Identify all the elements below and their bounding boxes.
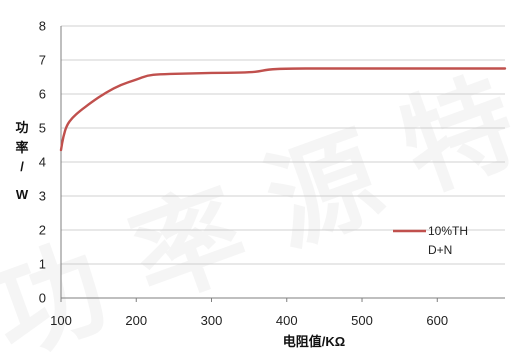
y-tick-label: 7 [39, 53, 46, 68]
y-axis-title-char: W [16, 187, 29, 202]
legend: 10%TH D+N [393, 224, 468, 257]
watermark-char: 源 [251, 114, 396, 267]
x-tick-label: 600 [426, 313, 448, 328]
y-tick-label: 2 [39, 223, 46, 238]
x-tick-label: 300 [201, 313, 223, 328]
y-axis-title-char: 率 [15, 140, 28, 155]
y-tick-label: 0 [39, 291, 46, 306]
y-tick-label: 8 [39, 19, 46, 34]
x-axis-title: 电阻值/KΩ [283, 334, 345, 349]
y-tick-label: 3 [39, 189, 46, 204]
y-tick-label: 1 [39, 257, 46, 272]
y-tick-labels: 0 1 2 3 4 5 6 7 8 [39, 19, 46, 306]
watermark-char: 特 [386, 59, 527, 212]
y-axis-title-char: 功 [15, 120, 28, 135]
x-tick-label: 200 [125, 313, 147, 328]
y-axis-title-char: / [20, 159, 24, 174]
series-line [59, 67, 507, 152]
series-layer [59, 67, 507, 152]
watermark-char: 率 [116, 169, 261, 322]
x-tick-label: 100 [50, 313, 72, 328]
y-tick-label: 5 [39, 121, 46, 136]
y-tick-label: 4 [39, 155, 46, 170]
legend-label: 10%TH [428, 224, 468, 238]
x-tick-label: 500 [351, 313, 373, 328]
gridlines [61, 25, 505, 265]
x-tick-labels: 100 200 300 400 500 600 [50, 313, 448, 328]
legend-label: D+N [428, 243, 452, 257]
x-tick-label: 400 [276, 313, 298, 328]
axes [60, 26, 505, 302]
y-tick-label: 6 [39, 87, 46, 102]
